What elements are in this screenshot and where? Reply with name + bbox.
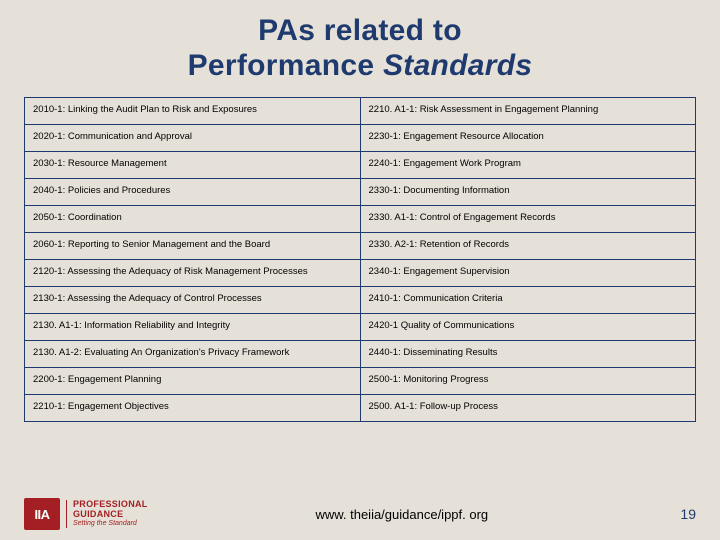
table-cell: 2020-1: Communication and Approval (25, 125, 361, 152)
table-cell: 2040-1: Policies and Procedures (25, 179, 361, 206)
table-cell: 2210-1: Engagement Objectives (25, 395, 361, 422)
standards-table: 2010-1: Linking the Audit Plan to Risk a… (24, 97, 696, 422)
slide: PAs related to Performance Standards 201… (0, 0, 720, 540)
page-number: 19 (656, 506, 696, 522)
logo-tagline: Setting the Standard (73, 520, 148, 527)
table-cell: 2240-1: Engagement Work Program (361, 152, 697, 179)
table-cell: 2030-1: Resource Management (25, 152, 361, 179)
table-cell: 2230-1: Engagement Resource Allocation (361, 125, 697, 152)
iia-logo: IIA PROFESSIONAL GUIDANCE Setting the St… (24, 498, 148, 530)
table-cell: 2200-1: Engagement Planning (25, 368, 361, 395)
title-line2a: Performance (188, 49, 383, 82)
table-cell: 2130. A1-2: Evaluating An Organization's… (25, 341, 361, 368)
table-cell: 2500-1: Monitoring Progress (361, 368, 697, 395)
table-cell: 2440-1: Disseminating Results (361, 341, 697, 368)
title-line2: Performance Standards (24, 49, 696, 84)
table-cell: 2420-1 Quality of Communications (361, 314, 697, 341)
table-cell: 2340-1: Engagement Supervision (361, 260, 697, 287)
logo-mark: IIA (24, 498, 60, 530)
table-cell: 2050-1: Coordination (25, 206, 361, 233)
footer-url: www. theiia/guidance/ippf. org (148, 507, 656, 522)
table-cell: 2500. A1-1: Follow-up Process (361, 395, 697, 422)
table-cell: 2010-1: Linking the Audit Plan to Risk a… (25, 98, 361, 125)
footer: IIA PROFESSIONAL GUIDANCE Setting the St… (0, 498, 720, 530)
logo-text: PROFESSIONAL GUIDANCE Setting the Standa… (66, 500, 148, 527)
table-cell: 2130. A1-1: Information Reliability and … (25, 314, 361, 341)
title-line1: PAs related to (24, 14, 696, 49)
table-cell: 2210. A1-1: Risk Assessment in Engagemen… (361, 98, 697, 125)
table-cell: 2130-1: Assessing the Adequacy of Contro… (25, 287, 361, 314)
table-cell: 2120-1: Assessing the Adequacy of Risk M… (25, 260, 361, 287)
logo-guidance: GUIDANCE (73, 510, 148, 519)
table-cell: 2330. A2-1: Retention of Records (361, 233, 697, 260)
slide-title: PAs related to Performance Standards (24, 14, 696, 83)
table-cell: 2330. A1-1: Control of Engagement Record… (361, 206, 697, 233)
title-standards: Standards (383, 49, 532, 82)
table-cell: 2060-1: Reporting to Senior Management a… (25, 233, 361, 260)
table-cell: 2410-1: Communication Criteria (361, 287, 697, 314)
table-cell: 2330-1: Documenting Information (361, 179, 697, 206)
